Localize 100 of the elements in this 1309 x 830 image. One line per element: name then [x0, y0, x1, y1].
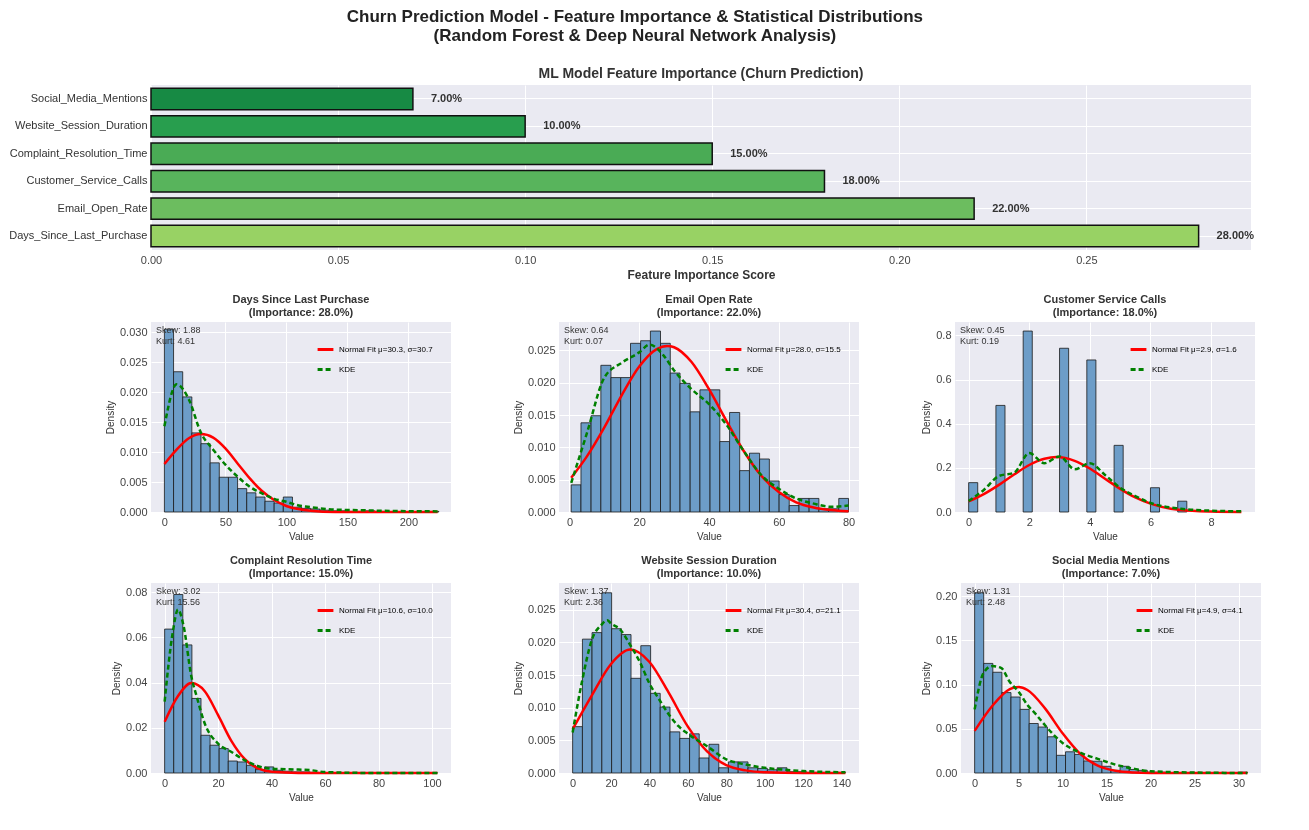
- y-tick-label: Website_Session_Duration: [15, 119, 148, 132]
- x-tick-label: 40: [703, 515, 716, 528]
- annotation: Skew: 1.31 Kurt: 2.48: [966, 586, 1011, 607]
- x-tick-label: 25: [1188, 776, 1202, 789]
- y-tick-label: 0.015: [527, 668, 556, 681]
- y-tick-label: 0.10: [936, 678, 958, 691]
- chart-title: Social Media Mentions (Importance: 7.0%): [1052, 554, 1170, 579]
- y-tick-label: 0.04: [126, 676, 148, 689]
- x-tick-label: 0: [972, 776, 979, 789]
- chart-title: Customer Service Calls (Importance: 18.0%): [1043, 293, 1167, 318]
- x-axis-title: Value: [1099, 791, 1125, 803]
- x-tick-label: 140: [832, 776, 852, 789]
- y-tick-label: 0.000: [527, 505, 556, 518]
- chart-title: Website Session Duration (Importance: 10.0%): [641, 554, 778, 579]
- x-tick-label: 0.10: [514, 253, 537, 266]
- x-tick-label: 0.25: [1076, 253, 1098, 266]
- legend-label: KDE: [747, 364, 764, 374]
- x-tick-label: 6: [1147, 515, 1155, 528]
- y-tick-label: Customer_Service_Calls: [26, 174, 148, 187]
- x-tick-label: 20: [633, 515, 646, 528]
- x-tick-label: 5: [1016, 776, 1023, 789]
- x-tick-label: 80: [720, 776, 733, 789]
- legend-label: KDE: [1152, 364, 1169, 374]
- y-tick-label: 0.8: [936, 328, 952, 341]
- x-axis-title: Value: [289, 530, 315, 542]
- x-tick-label: 60: [773, 515, 786, 528]
- x-axis-title: Value: [289, 791, 315, 803]
- y-tick-label: Days_Since_Last_Purchase: [9, 229, 148, 242]
- y-tick-label: 0.020: [527, 376, 556, 389]
- data-label: 10.00%: [543, 119, 581, 132]
- y-tick-label: 0.4: [936, 417, 952, 430]
- x-tick-label: 100: [423, 776, 442, 789]
- legend-label: Normal Fit μ=4.9, σ=4.1: [1158, 605, 1244, 615]
- data-label: 28.00%: [1216, 229, 1255, 242]
- x-tick-label: 15: [1100, 776, 1114, 789]
- x-tick-label: 40: [643, 776, 657, 789]
- x-tick-label: 0: [161, 515, 168, 528]
- y-axis-title: Density: [512, 400, 524, 435]
- legend-label: KDE: [1158, 625, 1175, 635]
- legend-label: Normal Fit μ=30.4, σ=21.1: [747, 605, 842, 615]
- data-label: 22.00%: [992, 201, 1030, 214]
- data-label: 15.00%: [730, 146, 768, 159]
- x-tick-label: 60: [682, 776, 695, 789]
- y-axis-title: Density: [111, 661, 123, 696]
- x-tick-label: 0.15: [702, 253, 724, 266]
- x-tick-label: 0: [570, 776, 577, 789]
- y-tick-label: 0.015: [119, 415, 148, 428]
- x-tick-label: 0: [162, 776, 169, 789]
- x-tick-label: 20: [1144, 776, 1158, 789]
- y-tick-label: 0.005: [527, 733, 556, 746]
- text: Churn Prediction Model - Feature Importance & Statistical Distributions (Random Forest & Deep Neural Network Analysis): [346, 7, 923, 45]
- y-tick-label: Complaint_Resolution_Time: [9, 146, 148, 159]
- y-tick-label: 0.0: [936, 505, 952, 518]
- y-tick-label: 0.06: [126, 630, 148, 643]
- y-tick-label: 0.020: [527, 635, 556, 648]
- y-tick-label: 0.005: [527, 473, 556, 486]
- legend-label: Normal Fit μ=30.3, σ=30.7: [339, 344, 434, 354]
- x-tick-label: 4: [1087, 515, 1094, 528]
- chart-title: Days Since Last Purchase (Importance: 28.0%): [232, 293, 370, 318]
- legend-label: KDE: [339, 364, 356, 374]
- x-tick-label: 100: [277, 515, 297, 528]
- x-tick-label: 100: [756, 776, 775, 789]
- x-tick-label: 40: [265, 776, 279, 789]
- x-tick-label: 0.20: [889, 253, 911, 266]
- y-tick-label: 0.20: [936, 589, 958, 602]
- x-tick-label: 0.00: [140, 253, 163, 266]
- legend-label: Normal Fit μ=2.9, σ=1.6: [1152, 344, 1238, 354]
- y-tick-label: 0.6: [936, 373, 952, 386]
- y-tick-label: 0.025: [527, 603, 556, 616]
- chart-title: Complaint Resolution Time (Importance: 15.0%): [229, 554, 373, 579]
- x-tick-label: 0: [966, 515, 973, 528]
- y-tick-label: 0.005: [119, 475, 148, 488]
- chart-title: Email Open Rate (Importance: 22.0%): [656, 293, 762, 318]
- y-tick-label: 0.000: [119, 505, 148, 518]
- x-tick-label: 2: [1026, 515, 1033, 528]
- data-label: 18.00%: [842, 174, 880, 187]
- data-label: 7.00%: [430, 91, 463, 104]
- y-tick-label: 0.2: [936, 461, 952, 474]
- y-tick-label: 0.010: [527, 440, 556, 453]
- x-tick-label: 20: [212, 776, 225, 789]
- annotation: Skew: 0.45 Kurt: 0.19: [960, 325, 1005, 346]
- x-axis-title: Value: [1093, 530, 1119, 542]
- annotation: Skew: 1.88 Kurt: 4.61: [156, 325, 201, 346]
- annotation: Skew: 0.64 Kurt: 0.07: [564, 325, 609, 346]
- x-axis-title: Value: [697, 530, 723, 542]
- y-tick-label: 0.00: [936, 766, 958, 779]
- y-tick-label: Email_Open_Rate: [57, 201, 148, 214]
- y-tick-label: 0.020: [119, 385, 148, 398]
- y-tick-label: Social_Media_Mentions: [30, 91, 148, 104]
- y-tick-label: 0.000: [527, 766, 556, 779]
- x-tick-label: 80: [372, 776, 386, 789]
- x-axis-title: Feature Importance Score: [627, 267, 776, 282]
- legend-label: KDE: [747, 625, 764, 635]
- legend-label: KDE: [339, 625, 356, 635]
- y-tick-label: 0.015: [527, 408, 556, 421]
- y-tick-label: 0.025: [527, 343, 556, 356]
- x-tick-label: 8: [1208, 515, 1215, 528]
- x-axis-title: Value: [697, 791, 723, 803]
- y-tick-label: 0.02: [126, 721, 148, 734]
- x-tick-label: 20: [605, 776, 618, 789]
